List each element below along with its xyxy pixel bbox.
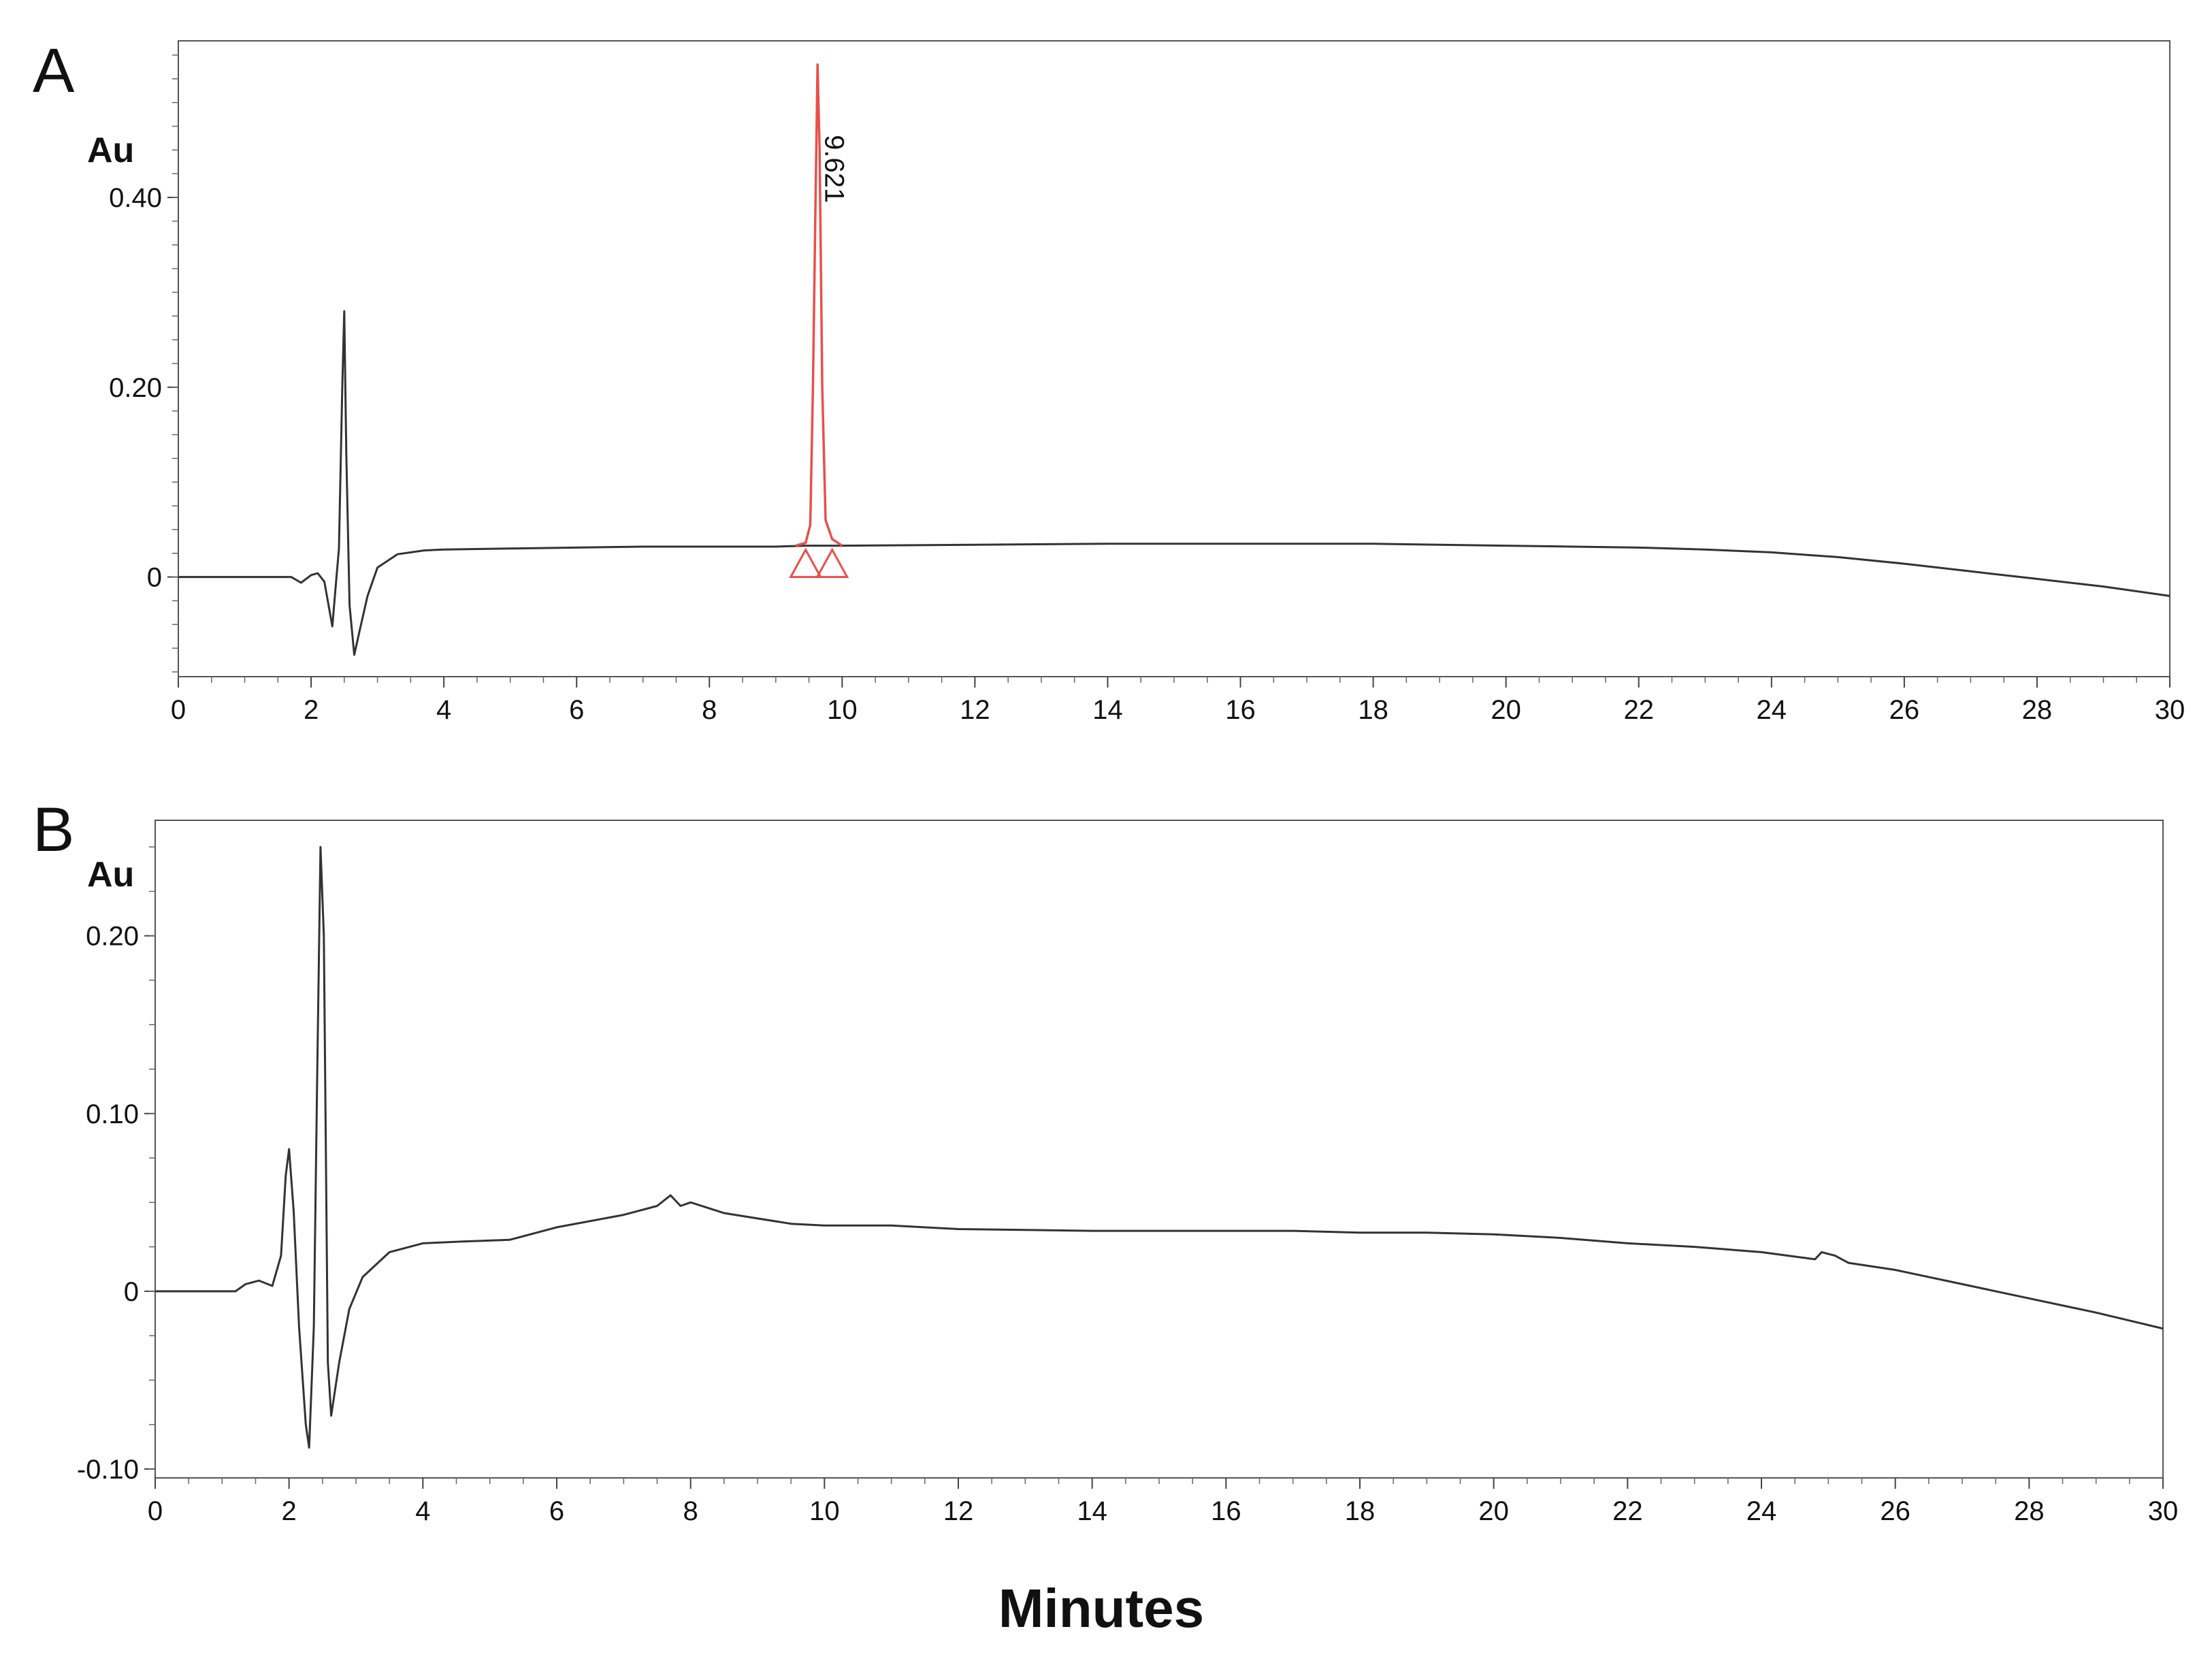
panel-a-x-tick-label: 12 [960, 695, 990, 725]
panel-b-x-tick-label: 10 [809, 1496, 840, 1526]
panel-b-x-tick-label: 16 [1211, 1496, 1241, 1526]
panel-a-x-tick-label: 16 [1225, 695, 1256, 725]
panel-b-y-tick-label: -0.10 [77, 1455, 139, 1485]
panel-b-y-tick-label: 0.10 [86, 1099, 139, 1129]
panel-a-x-tick-label: 4 [436, 695, 451, 725]
panel-a: A Au 0 2 4 6 8 10 12 14 16 18 20 22 24 26 28 3000.200.4… [33, 36, 2185, 725]
panel-b-x-tick-label: 0 [148, 1496, 163, 1526]
panel-b-x-tick-label: 6 [549, 1496, 564, 1526]
panel-b-letter: B [33, 795, 74, 865]
panel-a-trace-line [178, 310, 2170, 656]
panel-b-x-tick-label: 4 [415, 1496, 430, 1526]
panel-b-y-unit-label: Au [87, 855, 134, 894]
panel-a-y-unit-label: Au [87, 131, 134, 170]
panel-b-x-tick-label: 8 [683, 1496, 698, 1526]
panel-b: B Au Minutes 0 2 4 6 8 10 12 14 16 18 20 22 24 26 28 30… [33, 795, 2178, 1639]
panel-a-peak-label: 9.621 [819, 135, 849, 203]
panel-b-x-tick-label: 2 [282, 1496, 297, 1526]
panel-b-trace-line [155, 845, 2164, 1449]
x-axis-title: Minutes [998, 1578, 1204, 1639]
panel-a-integration-marker [815, 547, 849, 579]
panel-a-y-tick-label: 0.20 [109, 373, 162, 403]
panel-b-y-tick-label: 0 [124, 1277, 139, 1307]
panel-b-x-tick-label: 14 [1077, 1496, 1107, 1526]
panel-a-y-tick-label: 0.40 [109, 183, 162, 213]
panel-b-x-tick-label: 22 [1612, 1496, 1643, 1526]
panel-a-x-tick-label: 30 [2155, 695, 2185, 725]
panel-a-x-tick-label: 28 [2022, 695, 2053, 725]
panel-b-x-tick-label: 20 [1478, 1496, 1509, 1526]
panel-a-letter: A [33, 36, 75, 106]
panel-a-x-tick-label: 0 [171, 695, 186, 725]
panel-b-y-tick-label: 0.20 [86, 922, 139, 952]
panel-b-x-tick-label: 18 [1345, 1496, 1376, 1526]
panel-a-x-tick-label: 6 [569, 695, 584, 725]
panel-a-x-tick-label: 2 [304, 695, 319, 725]
panel-b-x-tick-label: 28 [2014, 1496, 2045, 1526]
panel-a-x-tick-label: 24 [1757, 695, 1787, 725]
panel-a-x-tick-label: 20 [1491, 695, 1521, 725]
panel-a-peak-highlight-line [795, 63, 843, 547]
panel-b-x-tick-label: 24 [1746, 1496, 1777, 1526]
panel-a-y-tick-label: 0 [147, 563, 162, 593]
panel-b-x-tick-label: 26 [1880, 1496, 1910, 1526]
panel-a-x-tick-label: 26 [1889, 695, 1920, 725]
panel-a-x-tick-label: 14 [1092, 695, 1123, 725]
panel-a-x-tick-label: 10 [827, 695, 858, 725]
panel-a-x-tick-label: 18 [1358, 695, 1388, 725]
panel-a-x-tick-label: 8 [702, 695, 717, 725]
panel-a-x-tick-label: 22 [1623, 695, 1654, 725]
panel-a-integration-marker [789, 547, 823, 579]
panel-b-x-tick-label: 30 [2148, 1496, 2179, 1526]
panel-b-x-tick-label: 12 [943, 1496, 974, 1526]
